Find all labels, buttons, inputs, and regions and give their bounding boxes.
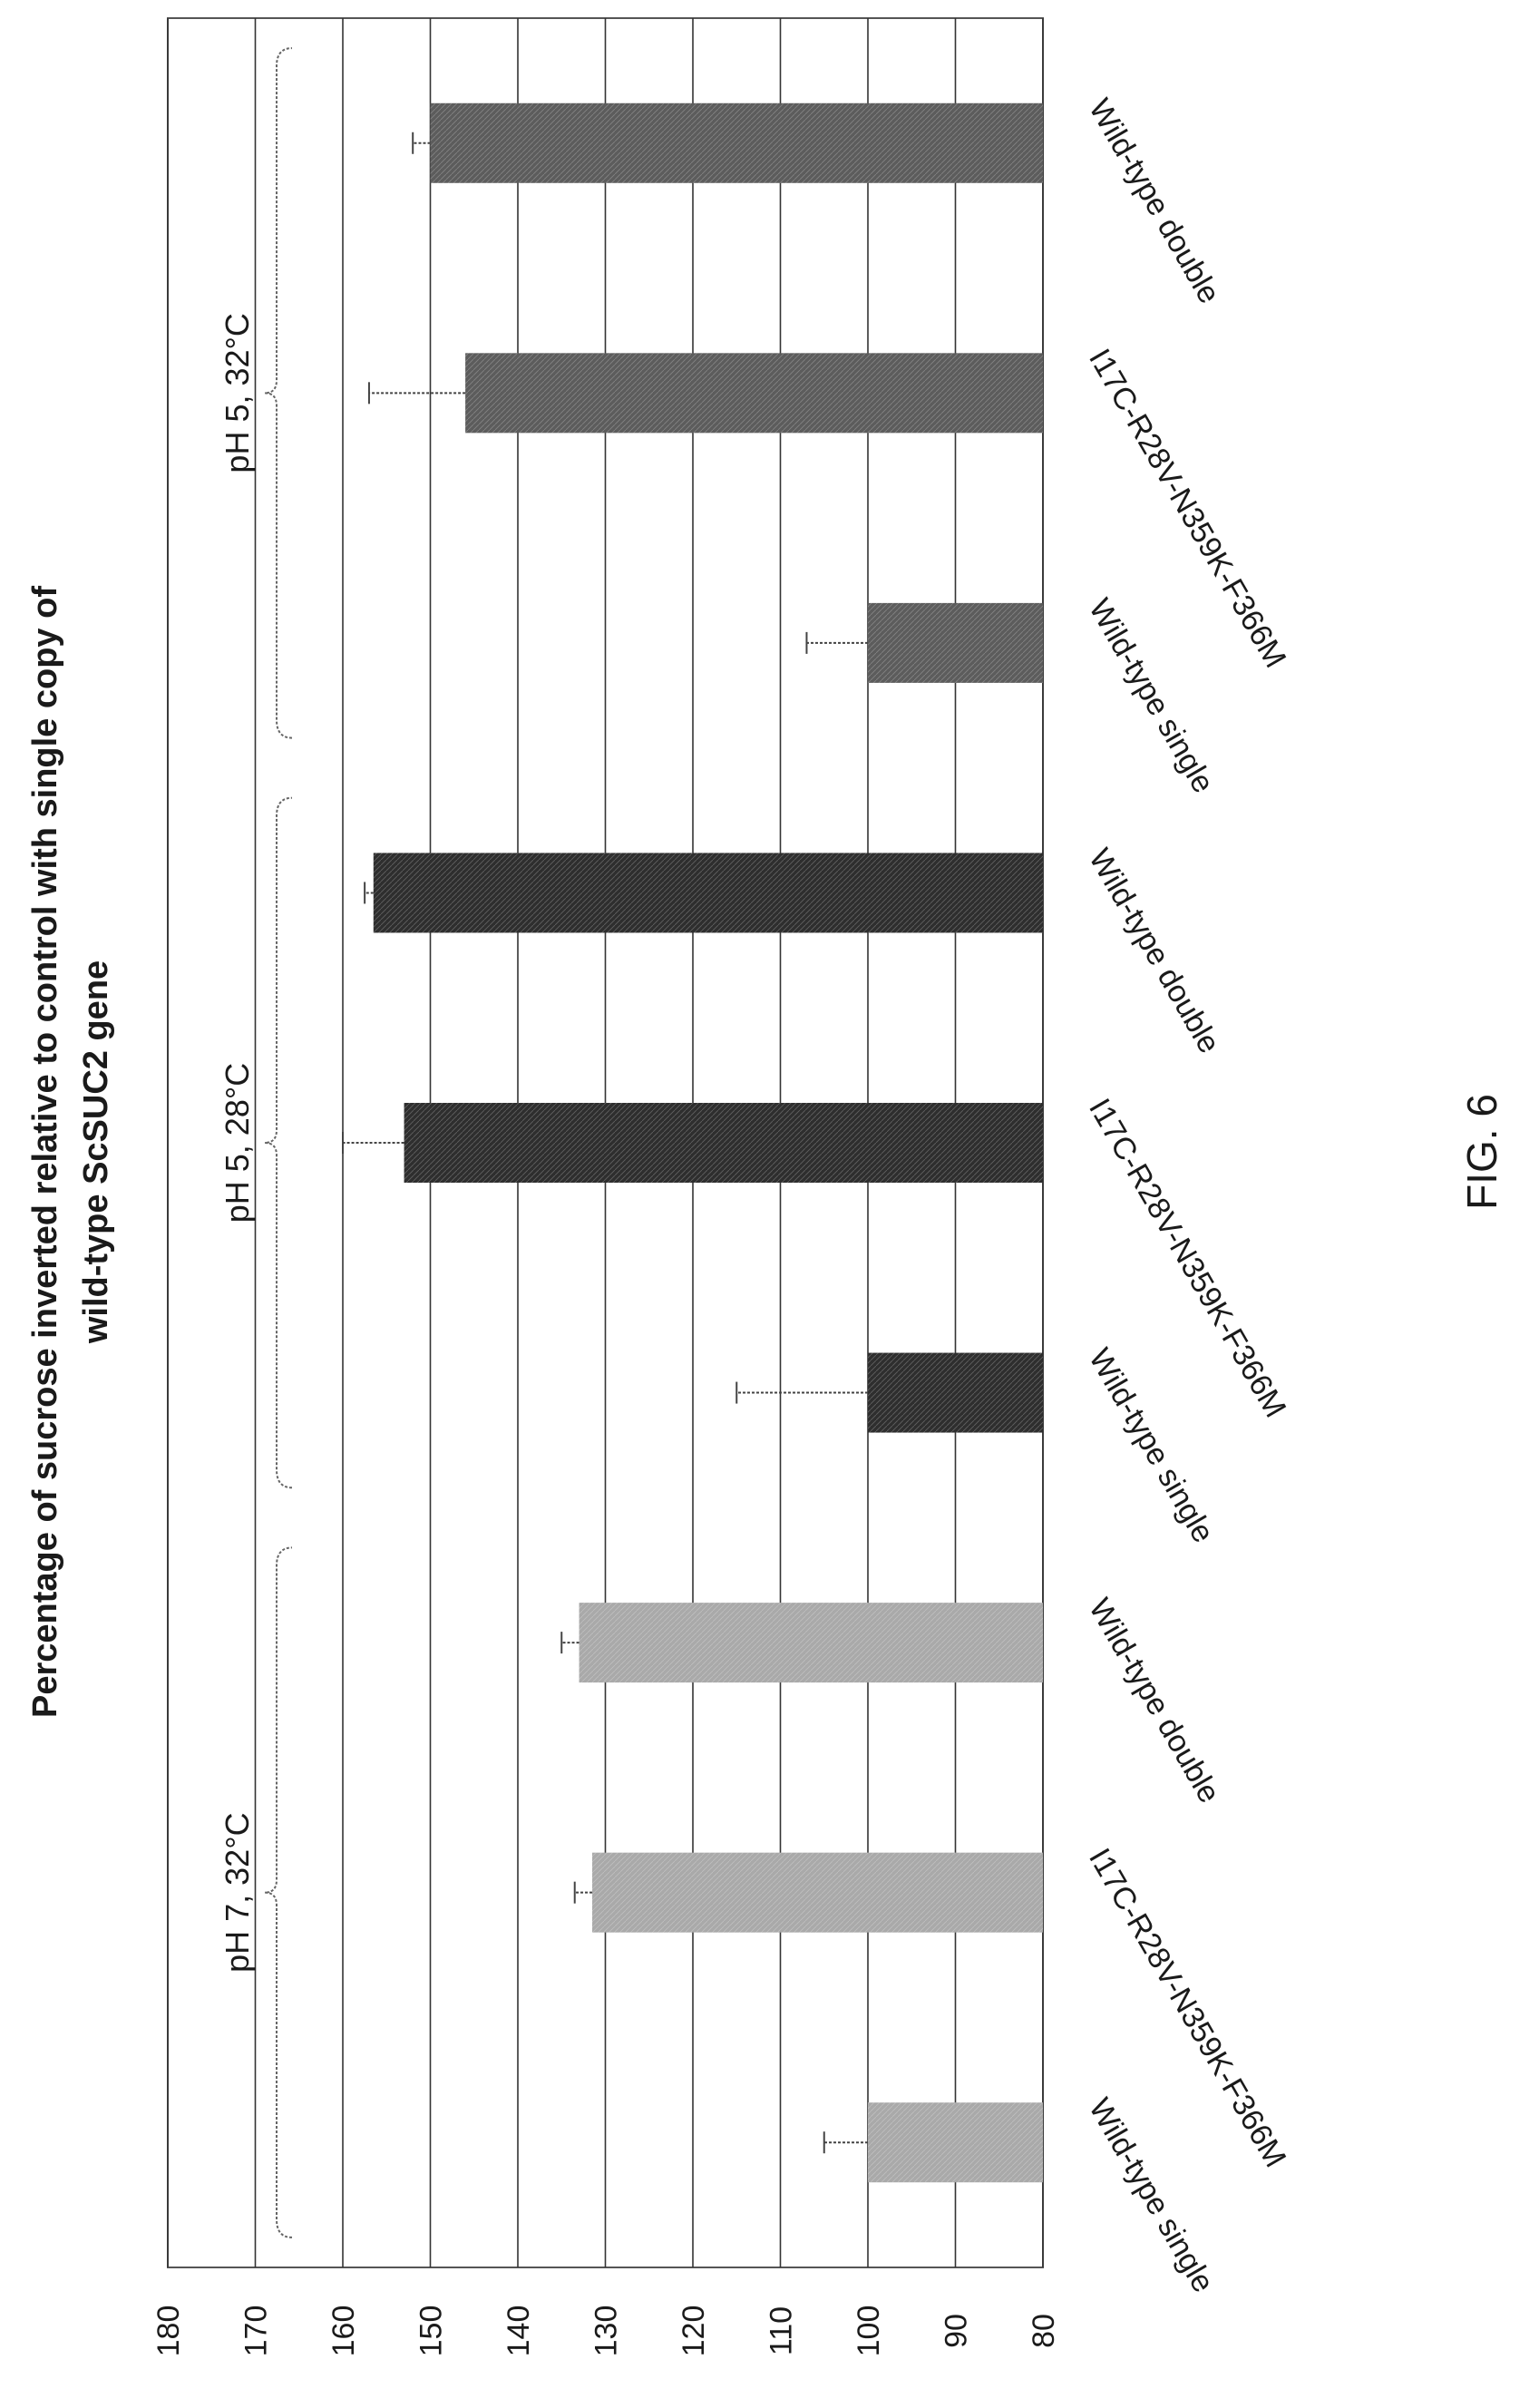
bar-texture bbox=[579, 1603, 1043, 1683]
y-tick-label: 110 bbox=[765, 2306, 799, 2355]
category-label: Wild-type double bbox=[1082, 93, 1227, 309]
chart-title-line: Percentage of sucrose inverted relative … bbox=[26, 586, 64, 1718]
group-label: pH 7, 32°C bbox=[219, 1812, 256, 1972]
bar-texture bbox=[465, 353, 1043, 434]
category-label: Wild-type double bbox=[1082, 843, 1227, 1058]
group-label: pH 5, 28°C bbox=[219, 1063, 256, 1223]
group-brace bbox=[264, 1546, 293, 2238]
y-tick-label: 120 bbox=[677, 2306, 711, 2357]
group-brace bbox=[264, 47, 293, 739]
category-label: Wild-type double bbox=[1082, 1593, 1227, 1808]
y-tick-label: 160 bbox=[326, 2306, 361, 2357]
y-tick-label: 130 bbox=[589, 2306, 624, 2357]
y-tick-label: 140 bbox=[502, 2306, 536, 2357]
bar-texture bbox=[868, 2102, 1043, 2183]
figure-label: FIG. 6 bbox=[1458, 1094, 1505, 1210]
y-tick-label: 90 bbox=[940, 2314, 974, 2348]
y-tick-label: 170 bbox=[239, 2306, 274, 2357]
bar-chart: 80 90 100 110 120 130 140 150 160 170 180 Wild-type… bbox=[151, 17, 1292, 2357]
group-brace bbox=[264, 796, 293, 1489]
y-tick-label: 80 bbox=[1027, 2314, 1061, 2348]
bar-texture bbox=[868, 1352, 1043, 1433]
group-label: pH 5, 32°C bbox=[219, 313, 256, 473]
bar-texture bbox=[373, 853, 1043, 933]
category-label: Wild-type single bbox=[1082, 1343, 1221, 1549]
y-tick-label: 150 bbox=[414, 2306, 449, 2357]
bar-texture bbox=[868, 602, 1043, 683]
bar-texture bbox=[404, 1103, 1043, 1183]
chart-title-line: wild-type ScSUC2 gene bbox=[77, 960, 115, 1344]
category-label: Wild-type single bbox=[1082, 2092, 1221, 2298]
y-tick-label: 100 bbox=[852, 2306, 886, 2357]
category-label: Wild-type single bbox=[1082, 593, 1221, 799]
bar-texture bbox=[430, 102, 1043, 183]
bar-texture bbox=[592, 1852, 1043, 1933]
y-tick-label: 180 bbox=[151, 2306, 186, 2357]
